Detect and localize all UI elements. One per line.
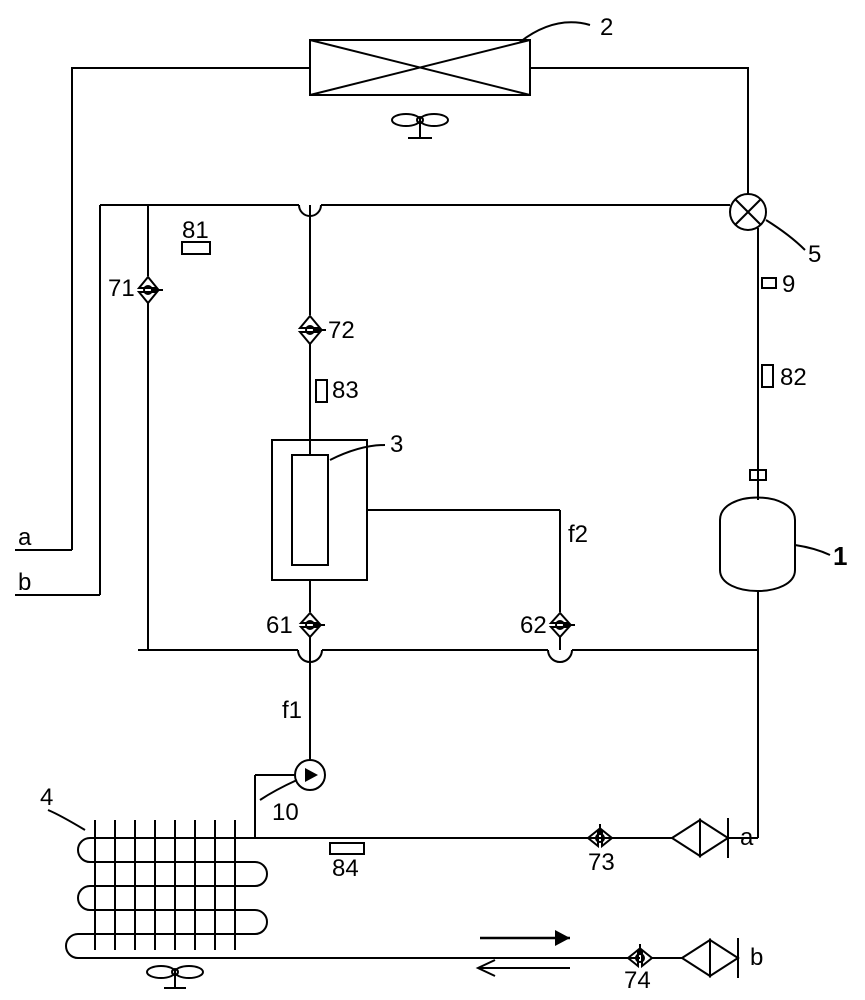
- label-73: 73: [588, 849, 615, 876]
- sensor-84: [330, 843, 364, 854]
- label-71: 71: [108, 275, 135, 302]
- label-3: 3: [390, 431, 403, 458]
- label-f2: f2: [568, 521, 588, 548]
- pump-10: [295, 760, 325, 790]
- vessel-3: [272, 440, 367, 580]
- label-83: 83: [332, 377, 359, 404]
- fan-icon: [392, 114, 448, 138]
- valve-72: [300, 316, 326, 344]
- valve-62: [551, 613, 575, 637]
- sensor-9: [762, 278, 776, 288]
- piping-diagram: 2 5 9 82 1 a b: [0, 0, 865, 1000]
- valve-61: [301, 613, 325, 637]
- label-81: 81: [182, 217, 209, 244]
- sensor-82: [762, 365, 773, 387]
- stop-valve-a: [672, 818, 728, 858]
- label-74: 74: [624, 967, 651, 994]
- component-2-heat-exchanger: [310, 40, 530, 95]
- label-72: 72: [328, 317, 355, 344]
- fan-icon-2: [147, 966, 203, 988]
- valve-73: [588, 824, 612, 846]
- four-way-valve: [730, 194, 766, 230]
- valve-71: [139, 277, 163, 303]
- label-62: 62: [520, 612, 547, 639]
- valve-74: [628, 944, 652, 966]
- label-b-right: b: [750, 944, 763, 971]
- label-10: 10: [272, 799, 299, 826]
- sensor-83: [316, 380, 327, 402]
- flow-arrow-right: [480, 930, 570, 946]
- compressor-1: [720, 470, 795, 591]
- label-2: 2: [600, 14, 613, 41]
- label-b-left: b: [18, 569, 31, 596]
- label-5: 5: [808, 241, 821, 268]
- label-a-left: a: [18, 524, 32, 551]
- label-61: 61: [266, 612, 293, 639]
- label-84: 84: [332, 855, 359, 882]
- stop-valve-b: [682, 938, 738, 978]
- coil-4: [78, 820, 267, 950]
- label-4: 4: [40, 784, 53, 811]
- label-9: 9: [782, 271, 795, 298]
- label-f1: f1: [282, 697, 302, 724]
- label-1: 1: [833, 541, 847, 571]
- flow-arrow-left-open: [478, 960, 570, 976]
- label-82: 82: [780, 364, 807, 391]
